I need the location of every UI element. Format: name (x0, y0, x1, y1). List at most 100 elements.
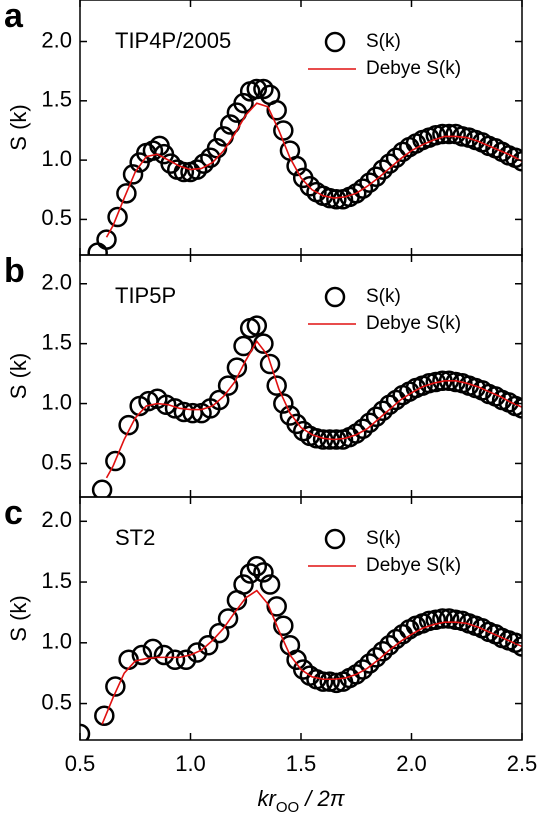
y-tick-label: 2.0 (41, 27, 72, 52)
y-tick-label: 0.5 (41, 449, 72, 474)
data-point (91, 479, 113, 497)
y-tick-label: 1.0 (41, 629, 72, 654)
data-point (379, 153, 400, 174)
data-point (253, 562, 274, 583)
data-point (259, 353, 281, 375)
data-point (511, 398, 522, 419)
x-axis-label-part: OO (276, 799, 299, 813)
data-point (239, 563, 261, 584)
data-point (359, 653, 380, 674)
data-point (87, 242, 108, 255)
data-point (372, 159, 394, 180)
data-point (246, 78, 268, 100)
panel-title: ST2 (115, 525, 155, 550)
data-point (208, 389, 230, 411)
curve (105, 102, 522, 238)
data-point (118, 414, 139, 436)
data-point (266, 100, 287, 121)
data-point (153, 644, 175, 666)
y-tick-label: 2.0 (41, 270, 72, 295)
data-point (217, 608, 239, 629)
legend-swatch (324, 286, 346, 308)
data-point (385, 147, 407, 168)
data-point (286, 413, 307, 435)
legend-label: Debye S(k) (366, 313, 461, 334)
data-point (193, 153, 215, 174)
plot-area (80, 556, 522, 740)
legend-swatch (324, 528, 346, 550)
data-point (273, 615, 294, 637)
data-point (292, 659, 314, 680)
data-point (359, 172, 380, 193)
y-tick-label: 1.0 (41, 389, 72, 414)
data-point (220, 114, 241, 135)
data-point (432, 123, 453, 145)
data-point (273, 120, 294, 141)
data-point (359, 412, 380, 433)
y-tick-label: 1.0 (41, 146, 72, 171)
y-tick-label: 2.0 (41, 507, 72, 532)
data-point (511, 636, 522, 657)
panel-title: TIP5P (115, 283, 176, 308)
plot-area (87, 78, 522, 255)
data-point (312, 671, 334, 692)
data-point (273, 393, 294, 414)
data-point (116, 183, 137, 204)
legend-label: S(k) (366, 528, 401, 549)
data-point (365, 647, 387, 668)
panel-label: b (4, 252, 25, 290)
legend-label: Debye S(k) (366, 555, 461, 576)
y-tick-label: 1.5 (41, 329, 72, 354)
data-point (438, 123, 460, 145)
x-tick-label: 1.0 (175, 751, 206, 776)
data-point (365, 166, 387, 187)
data-point (155, 394, 177, 416)
data-point (511, 151, 522, 172)
x-tick-label: 1.5 (286, 751, 317, 776)
data-point (107, 206, 128, 228)
data-point (246, 315, 268, 336)
curve (105, 339, 522, 479)
x-tick-label: 2.0 (396, 751, 427, 776)
y-axis-label: S (k) (6, 104, 31, 150)
legend-label: S(k) (366, 286, 401, 307)
data-point (105, 676, 126, 697)
data-point (326, 189, 347, 210)
data-point (186, 642, 208, 663)
data-point (233, 335, 254, 357)
x-axis-label: krOO / 2π (258, 786, 346, 813)
y-tick-label: 0.5 (41, 689, 72, 714)
x-tick-label: 2.5 (507, 751, 538, 776)
x-axis-label-part: kr (258, 786, 278, 811)
data-point (233, 92, 254, 114)
y-axis-label: S (k) (6, 595, 31, 641)
panel-title: TIP4P/2005 (115, 28, 231, 53)
y-tick-label: 1.5 (41, 568, 72, 593)
y-tick-label: 1.5 (41, 87, 72, 112)
data-point (105, 450, 126, 472)
data-point (96, 229, 117, 250)
data-point (365, 406, 387, 427)
legend-label: Debye S(k) (366, 58, 461, 79)
data-point (372, 641, 394, 662)
data-point (175, 649, 197, 671)
data-point (197, 634, 219, 656)
data-point (266, 375, 287, 396)
data-point (226, 357, 248, 378)
x-axis-label-part: / 2π (299, 786, 346, 811)
data-point (94, 705, 115, 726)
data-point (259, 574, 281, 595)
data-point (131, 644, 153, 666)
data-point (286, 155, 307, 177)
data-point (253, 333, 274, 354)
x-tick-label: 0.5 (65, 751, 96, 776)
data-point (352, 659, 374, 680)
legend-swatch (324, 31, 346, 53)
data-point (253, 78, 274, 100)
data-point (352, 418, 374, 439)
data-point (246, 556, 268, 577)
y-tick-label: 0.5 (41, 205, 72, 230)
data-point (122, 164, 144, 185)
data-point (173, 161, 195, 183)
